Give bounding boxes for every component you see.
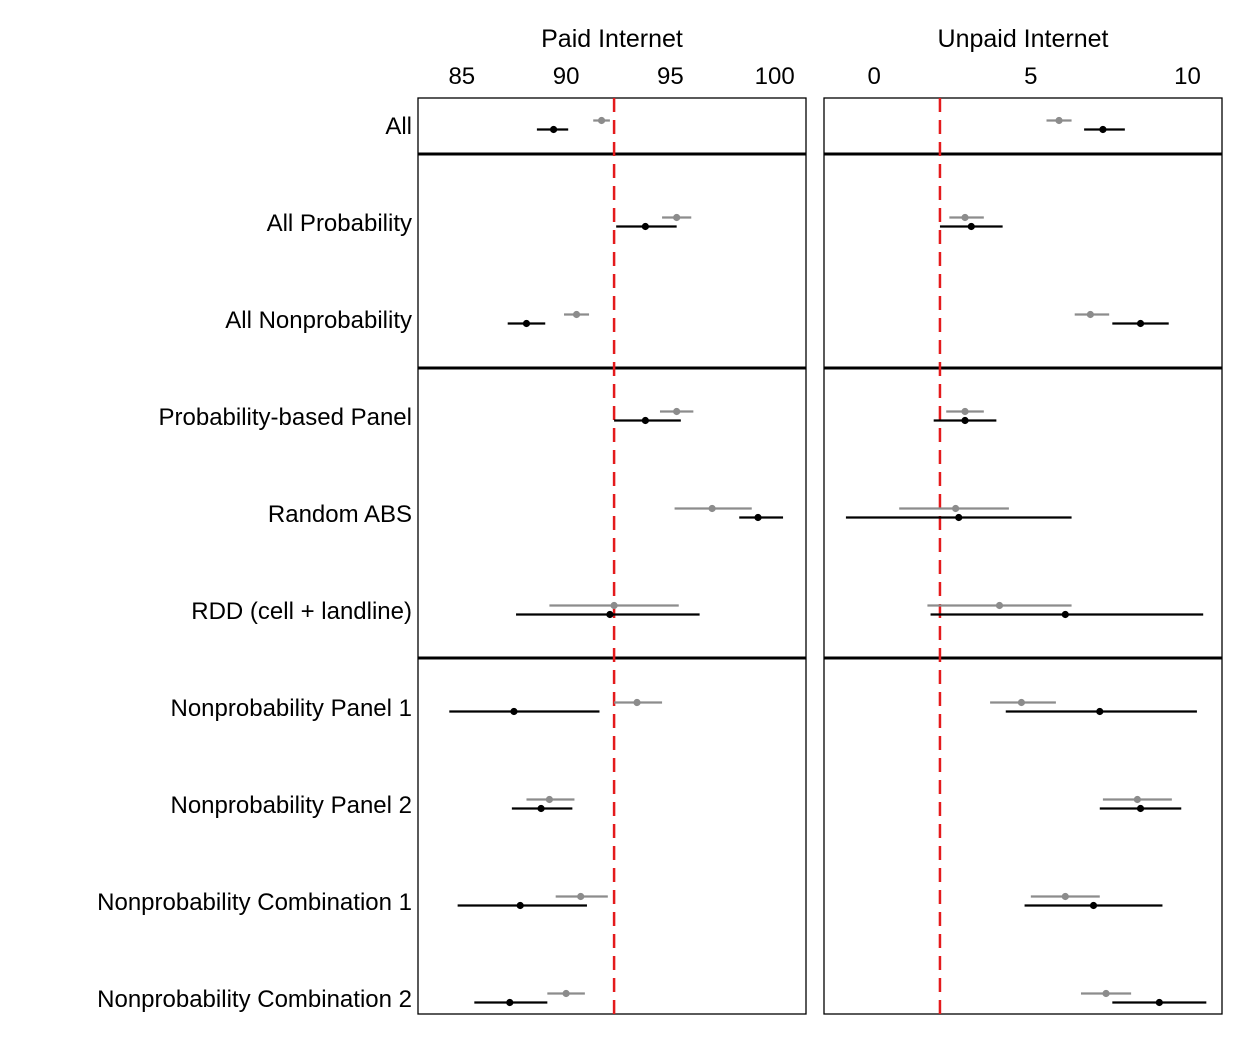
point-0-0-8 [577, 892, 585, 901]
row-label-3: Probability-based Panel [159, 404, 413, 431]
point-1-1-5 [1061, 610, 1069, 619]
row-label-7: Nonprobability Panel 2 [171, 792, 413, 819]
point-1-0-4 [952, 504, 960, 513]
point-1-1-8 [1089, 901, 1098, 910]
row-label-5: RDD (cell + landline) [191, 598, 412, 625]
point-0-0-5 [610, 601, 618, 610]
point-1-0-2 [1086, 310, 1094, 319]
panel-title-0: Paid Internet [541, 25, 683, 53]
x-tick-label-1-0: 0 [867, 63, 880, 90]
point-0-1-7 [537, 804, 545, 813]
row-label-1: All Probability [267, 210, 412, 237]
point-1-0-1 [961, 213, 969, 222]
point-1-0-6 [1017, 698, 1026, 707]
point-1-1-0 [1099, 125, 1107, 134]
point-0-0-9 [562, 989, 570, 998]
point-0-0-1 [673, 213, 681, 222]
row-label-8: Nonprobability Combination 1 [97, 889, 412, 916]
point-1-1-6 [1096, 707, 1104, 716]
x-tick-label-1-1: 5 [1024, 63, 1037, 90]
x-tick-label-0-1: 90 [553, 63, 580, 90]
row-label-9: Nonprobability Combination 2 [97, 986, 412, 1013]
point-1-1-3 [961, 416, 969, 425]
point-0-1-3 [641, 416, 649, 425]
x-tick-label-0-0: 85 [448, 63, 475, 90]
x-tick-label-0-3: 100 [755, 63, 795, 90]
point-1-1-4 [955, 513, 963, 522]
row-label-4: Random ABS [268, 501, 412, 528]
point-0-1-9 [506, 998, 514, 1007]
point-0-0-7 [545, 795, 554, 804]
point-1-1-7 [1136, 804, 1145, 813]
point-1-0-8 [1061, 892, 1069, 901]
point-0-1-1 [641, 222, 649, 231]
point-1-1-2 [1136, 319, 1145, 328]
point-0-1-5 [606, 610, 614, 619]
point-1-0-5 [995, 601, 1004, 610]
panel-title-1: Unpaid Internet [938, 25, 1109, 53]
point-0-1-8 [516, 901, 524, 910]
x-tick-label-1-2: 10 [1174, 63, 1201, 90]
point-0-1-2 [522, 319, 531, 328]
row-label-2: All Nonprobability [225, 307, 412, 334]
point-1-1-9 [1155, 998, 1163, 1007]
row-label-6: Nonprobability Panel 1 [171, 695, 413, 722]
point-1-0-3 [961, 407, 969, 416]
row-label-0: All [385, 113, 412, 140]
point-1-1-1 [967, 222, 975, 231]
point-0-0-2 [572, 310, 581, 319]
point-0-1-0 [549, 125, 558, 134]
point-0-1-4 [754, 513, 762, 522]
panel-border-0 [417, 97, 807, 1015]
point-1-0-0 [1055, 116, 1063, 125]
point-0-0-6 [633, 698, 641, 707]
point-0-1-6 [510, 707, 518, 716]
panel-border-1 [823, 97, 1223, 1015]
point-0-0-4 [708, 504, 716, 513]
point-1-0-7 [1133, 795, 1141, 804]
x-tick-label-0-2: 95 [657, 63, 684, 90]
point-0-0-0 [597, 116, 606, 125]
point-1-0-9 [1102, 989, 1110, 998]
point-0-0-3 [673, 407, 681, 416]
